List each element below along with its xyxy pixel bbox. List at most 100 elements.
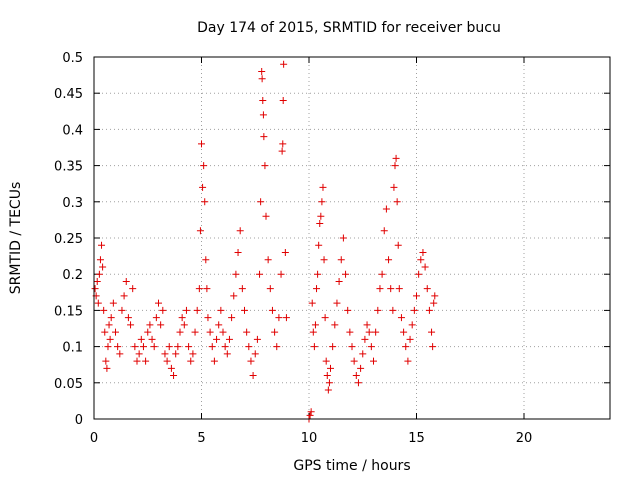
data-point — [329, 343, 337, 351]
gridlines — [94, 57, 610, 419]
data-point — [93, 277, 101, 285]
data-point — [100, 306, 108, 314]
data-point — [221, 343, 229, 351]
y-axis-label: SRMTID / TECUs — [8, 182, 24, 295]
data-point — [321, 314, 329, 322]
data-point — [91, 285, 99, 293]
data-point — [94, 299, 102, 307]
data-point — [146, 321, 154, 329]
y-tick-label: 0.3 — [62, 196, 83, 211]
data-point — [245, 343, 253, 351]
data-point — [342, 270, 350, 278]
data-point — [103, 364, 111, 372]
data-point — [196, 227, 204, 235]
y-tick-label: 0.05 — [54, 377, 83, 392]
data-point — [95, 270, 103, 278]
data-point — [112, 328, 119, 336]
data-point — [278, 147, 286, 155]
data-point — [337, 256, 345, 264]
data-point — [268, 306, 276, 314]
data-point — [350, 357, 358, 365]
data-point — [425, 306, 433, 314]
data-point — [390, 183, 398, 191]
data-point — [185, 343, 193, 351]
data-point — [217, 306, 225, 314]
data-point — [249, 372, 257, 380]
data-point — [116, 350, 124, 358]
data-point — [106, 335, 114, 343]
data-point — [380, 227, 388, 235]
data-point — [266, 285, 274, 293]
data-point — [251, 350, 259, 358]
data-point — [262, 212, 270, 220]
data-point — [202, 256, 210, 264]
data-point — [413, 292, 420, 300]
data-point — [346, 328, 354, 336]
data-point — [279, 140, 287, 148]
data-point — [200, 162, 208, 170]
data-point — [271, 328, 279, 336]
data-point — [159, 306, 167, 314]
data-point — [281, 248, 289, 256]
data-point — [392, 154, 400, 162]
plot-frame — [93, 56, 611, 420]
data-point — [213, 335, 221, 343]
data-point — [180, 321, 188, 329]
data-point — [406, 335, 414, 343]
data-point — [150, 343, 158, 351]
data-point — [320, 256, 328, 264]
y-tick-label: 0.5 — [62, 51, 83, 66]
y-tick-label: 0.2 — [62, 268, 83, 283]
data-point — [127, 321, 135, 329]
data-point — [259, 111, 267, 119]
data-point — [198, 140, 205, 148]
data-point — [230, 292, 238, 300]
data-point — [170, 372, 178, 380]
data-point — [105, 321, 113, 329]
y-tick-label: 0.35 — [54, 160, 83, 175]
data-point — [189, 350, 197, 358]
data-point — [219, 328, 227, 336]
data-point — [148, 335, 156, 343]
x-tick-label: 0 — [90, 431, 98, 446]
data-point — [404, 357, 412, 365]
data-point — [215, 321, 223, 329]
x-tick-label: 5 — [197, 431, 205, 446]
data-point — [306, 411, 314, 419]
data-point — [199, 183, 207, 191]
data-point — [385, 256, 393, 264]
data-point — [423, 285, 431, 293]
data-point — [429, 343, 437, 351]
data-point — [129, 285, 137, 293]
data-point — [327, 364, 334, 372]
data-point — [431, 292, 439, 300]
data-point — [314, 270, 322, 278]
data-point — [120, 292, 128, 300]
data-point — [264, 256, 272, 264]
data-point — [107, 314, 115, 322]
data-point — [135, 350, 143, 358]
data-point — [118, 306, 126, 314]
data-point — [258, 75, 266, 83]
data-point — [167, 364, 175, 372]
data-point — [238, 285, 246, 293]
data-point — [258, 67, 266, 75]
data-point — [178, 314, 186, 322]
data-point — [415, 270, 423, 278]
data-point — [99, 263, 107, 271]
data-point — [339, 234, 347, 242]
data-point — [201, 198, 209, 206]
data-point — [96, 256, 104, 264]
data-point — [182, 306, 190, 314]
data-point — [104, 343, 112, 351]
data-point — [247, 357, 255, 365]
data-point — [359, 350, 367, 358]
data-point — [323, 372, 331, 380]
x-tick-label: 10 — [301, 431, 318, 446]
data-point — [357, 364, 365, 372]
data-point — [280, 60, 288, 68]
data-point — [389, 306, 397, 314]
data-point — [98, 241, 106, 249]
x-axis-label: GPS time / hours — [293, 458, 410, 474]
y-tick-label: 0.25 — [54, 232, 83, 247]
